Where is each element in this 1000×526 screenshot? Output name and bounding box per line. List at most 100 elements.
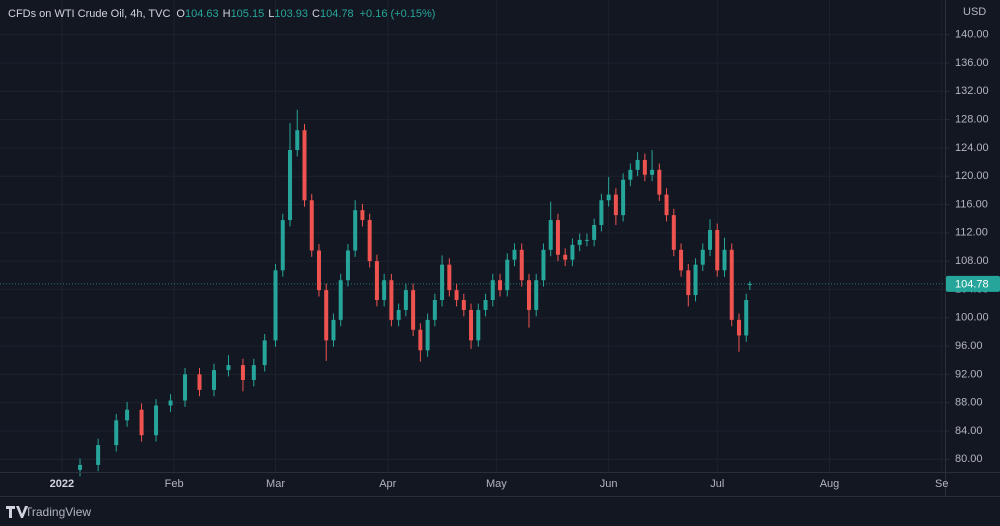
x-tick-label: Se [935,478,948,490]
candle-body [295,130,300,151]
y-tick-label: 96.00 [955,340,983,352]
candle-body [526,280,531,310]
candle-body [555,220,560,255]
y-tick-label: 132.00 [955,85,989,97]
candle-body [360,210,365,221]
candle-body [78,464,83,470]
candle-body [534,280,539,310]
candle-body [403,290,408,310]
ohlc-label: O [176,8,185,20]
candle-body [197,374,202,390]
candle-body [440,264,445,301]
y-tick-label: 80.00 [955,453,983,465]
x-tick-label: Mar [266,478,285,490]
candle-body [432,300,437,320]
candle-body [309,200,314,251]
candle-body [519,249,524,281]
candle-body [345,250,350,281]
candle-body [476,309,481,341]
candle-body [642,159,647,175]
candle-body [498,280,503,291]
candle-body [418,329,423,351]
candle-body [367,220,372,262]
candle-body [211,370,216,390]
x-tick-label: Aug [820,478,840,490]
candle-body [331,319,336,341]
ohlc-label: L [268,8,274,20]
candle-body [744,300,749,336]
candles [78,109,752,477]
logo: TradingView [6,505,91,519]
x-tick-label: Apr [379,478,396,490]
change-value: +0.16 (+0.15%) [360,8,436,20]
candle-body [461,300,466,310]
y-tick-label: 116.00 [955,198,988,210]
candle-body [469,309,474,341]
candle-body [584,239,589,241]
candle-body [512,249,517,260]
last-price-tag [946,275,1000,292]
open-value: 104.63 [185,8,219,20]
logo-icon [6,506,28,518]
candle-body [114,420,119,446]
y-tick-label: 112.00 [955,227,988,239]
x-tick-label: 2022 [50,478,74,490]
x-tick-label: Jun [600,478,618,490]
candle-body [262,340,267,366]
candle-body [183,374,188,401]
ohlc-label: H [223,8,231,20]
candle-body [650,169,655,175]
candle-body [736,319,741,336]
candle-body [338,280,343,320]
symbol-title: CFDs on WTI Crude Oil, 4h, TVC [8,8,170,20]
ohlc-label: C [312,8,320,20]
last-price-label: 104.78 [955,278,989,290]
candle-body [447,264,452,291]
candle-body [635,159,640,170]
candle-body [577,239,582,245]
candle-body [374,261,379,301]
candle-body [316,250,321,291]
candle-body [664,194,669,216]
candle-body [411,290,416,330]
candle-body [240,365,245,381]
candle-body [621,179,626,216]
candle-body [454,290,459,301]
candle-body [729,249,734,320]
candle-body [613,194,618,216]
candle-body [273,270,278,341]
candle-body [96,445,101,465]
candle-body [353,210,358,251]
candle-body [302,130,307,201]
candle-body [425,319,430,351]
candle-body [548,220,553,250]
high-value: 105.15 [231,8,265,20]
candle-body [570,244,575,260]
candle-body [483,300,488,310]
x-tick-label: Feb [165,478,184,490]
candle-body [715,229,720,271]
y-tick-label: 136.00 [955,57,989,69]
candle-body [628,169,633,180]
candle-body [671,215,676,250]
candle-body [168,400,173,406]
candle-body [251,365,256,381]
candle-body [541,249,546,281]
candle-body [382,280,387,301]
candle-body [396,309,401,320]
x-tick-label: May [486,478,507,490]
candle-body [747,283,752,285]
candle-body [708,229,713,250]
y-tick-label: 124.00 [955,142,989,154]
candle-body [154,405,159,436]
close-value: 104.78 [320,8,354,20]
candle-body [679,249,684,271]
candle-body [722,249,727,271]
candle-body [700,249,705,265]
candle-body [686,270,691,296]
y-tick-label: 108.00 [955,255,989,267]
y-tick-label: 92.00 [955,368,983,380]
candle-body [139,409,144,436]
